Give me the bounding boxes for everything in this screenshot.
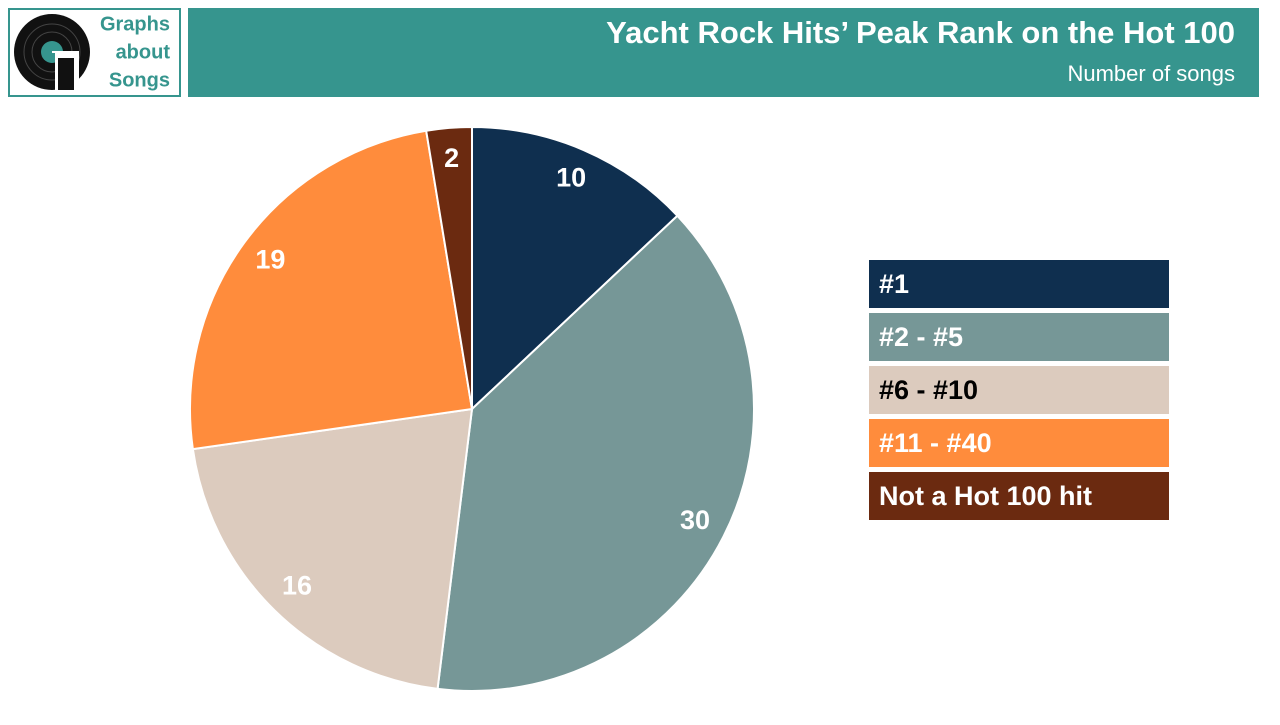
legend-swatch (869, 260, 1169, 308)
data-label: 10 (556, 163, 586, 193)
legend-swatch (869, 366, 1169, 414)
pie-slice (189, 129, 474, 451)
data-label: 2 (444, 143, 459, 173)
pie-slice (471, 125, 679, 412)
legend-swatch (869, 472, 1169, 520)
header-banner (188, 8, 1259, 97)
data-label: 30 (680, 505, 710, 535)
data-label: 19 (255, 244, 285, 274)
logo-text: about (116, 41, 171, 63)
logo-cutout-fill (58, 58, 74, 90)
legend-label: #11 - #40 (879, 428, 992, 458)
pie-slice (191, 407, 474, 691)
logo-text: Graphs (100, 13, 170, 35)
legend-label: #1 (879, 269, 909, 299)
pie-slice (425, 125, 473, 410)
legend-swatch (869, 313, 1169, 361)
logo-text: Songs (109, 69, 170, 91)
legend-swatch (869, 419, 1169, 467)
legend-label: Not a Hot 100 hit (879, 481, 1092, 511)
logo-groove (23, 23, 81, 81)
data-label: 16 (282, 571, 312, 601)
chart-subtitle: Number of songs (1067, 61, 1235, 86)
chart-title: Yacht Rock Hits’ Peak Rank on the Hot 10… (606, 15, 1235, 50)
legend-label: #6 - #10 (879, 375, 978, 405)
pie-slice (436, 214, 755, 692)
legend-label: #2 - #5 (879, 322, 963, 352)
